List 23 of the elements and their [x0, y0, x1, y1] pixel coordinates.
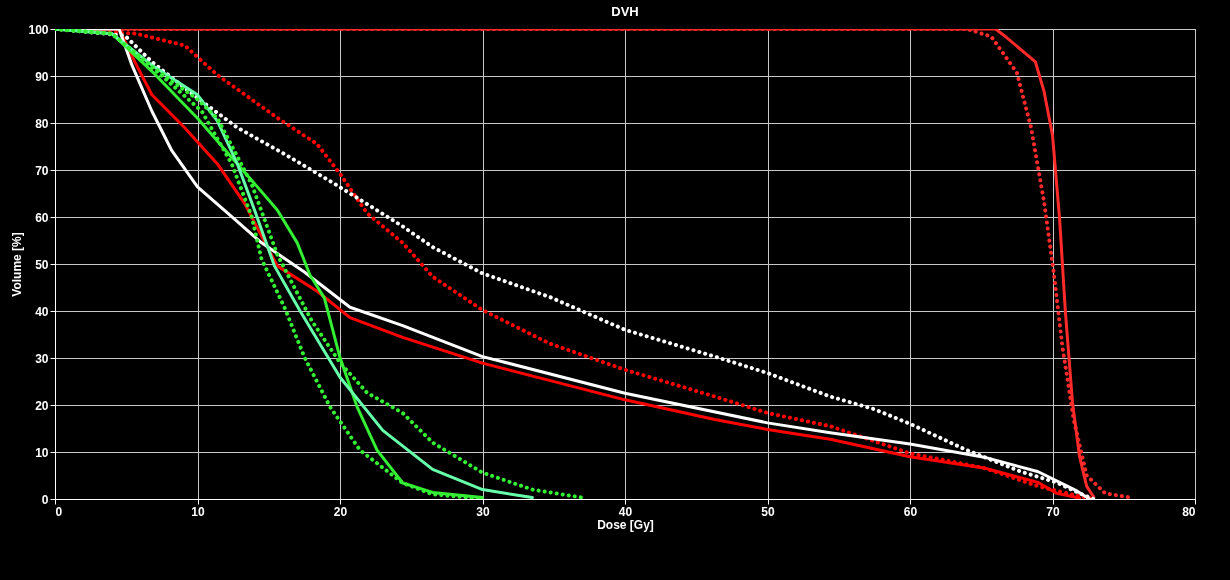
y-tick-label: 10: [35, 445, 49, 460]
x-tick-label: 0: [55, 504, 63, 519]
x-tick-label: 50: [761, 504, 775, 519]
x-tick-label: 80: [1182, 504, 1196, 519]
x-tick-label: 60: [903, 504, 918, 519]
x-axis-title: Dose [Gy]: [597, 517, 654, 532]
chart-title: DVH: [611, 4, 639, 19]
x-tick-label: 70: [1046, 504, 1060, 519]
y-tick-label: 50: [35, 257, 49, 272]
x-tick-label: 20: [333, 504, 348, 519]
y-tick-label: 80: [35, 116, 49, 131]
y-tick-label: 90: [35, 69, 49, 84]
y-tick-label: 100: [28, 22, 49, 37]
y-tick-label: 20: [35, 398, 49, 413]
y-axis-title: Volume [%]: [10, 232, 25, 297]
x-tick-label: 30: [476, 504, 490, 519]
y-tick-label: 0: [41, 492, 49, 507]
x-tick-label: 10: [191, 504, 205, 519]
y-tick-label: 40: [35, 304, 49, 319]
y-tick-label: 70: [35, 163, 49, 178]
x-tick-label: 40: [618, 504, 633, 519]
y-tick-label: 60: [35, 210, 49, 225]
y-tick-label: 30: [35, 351, 49, 366]
